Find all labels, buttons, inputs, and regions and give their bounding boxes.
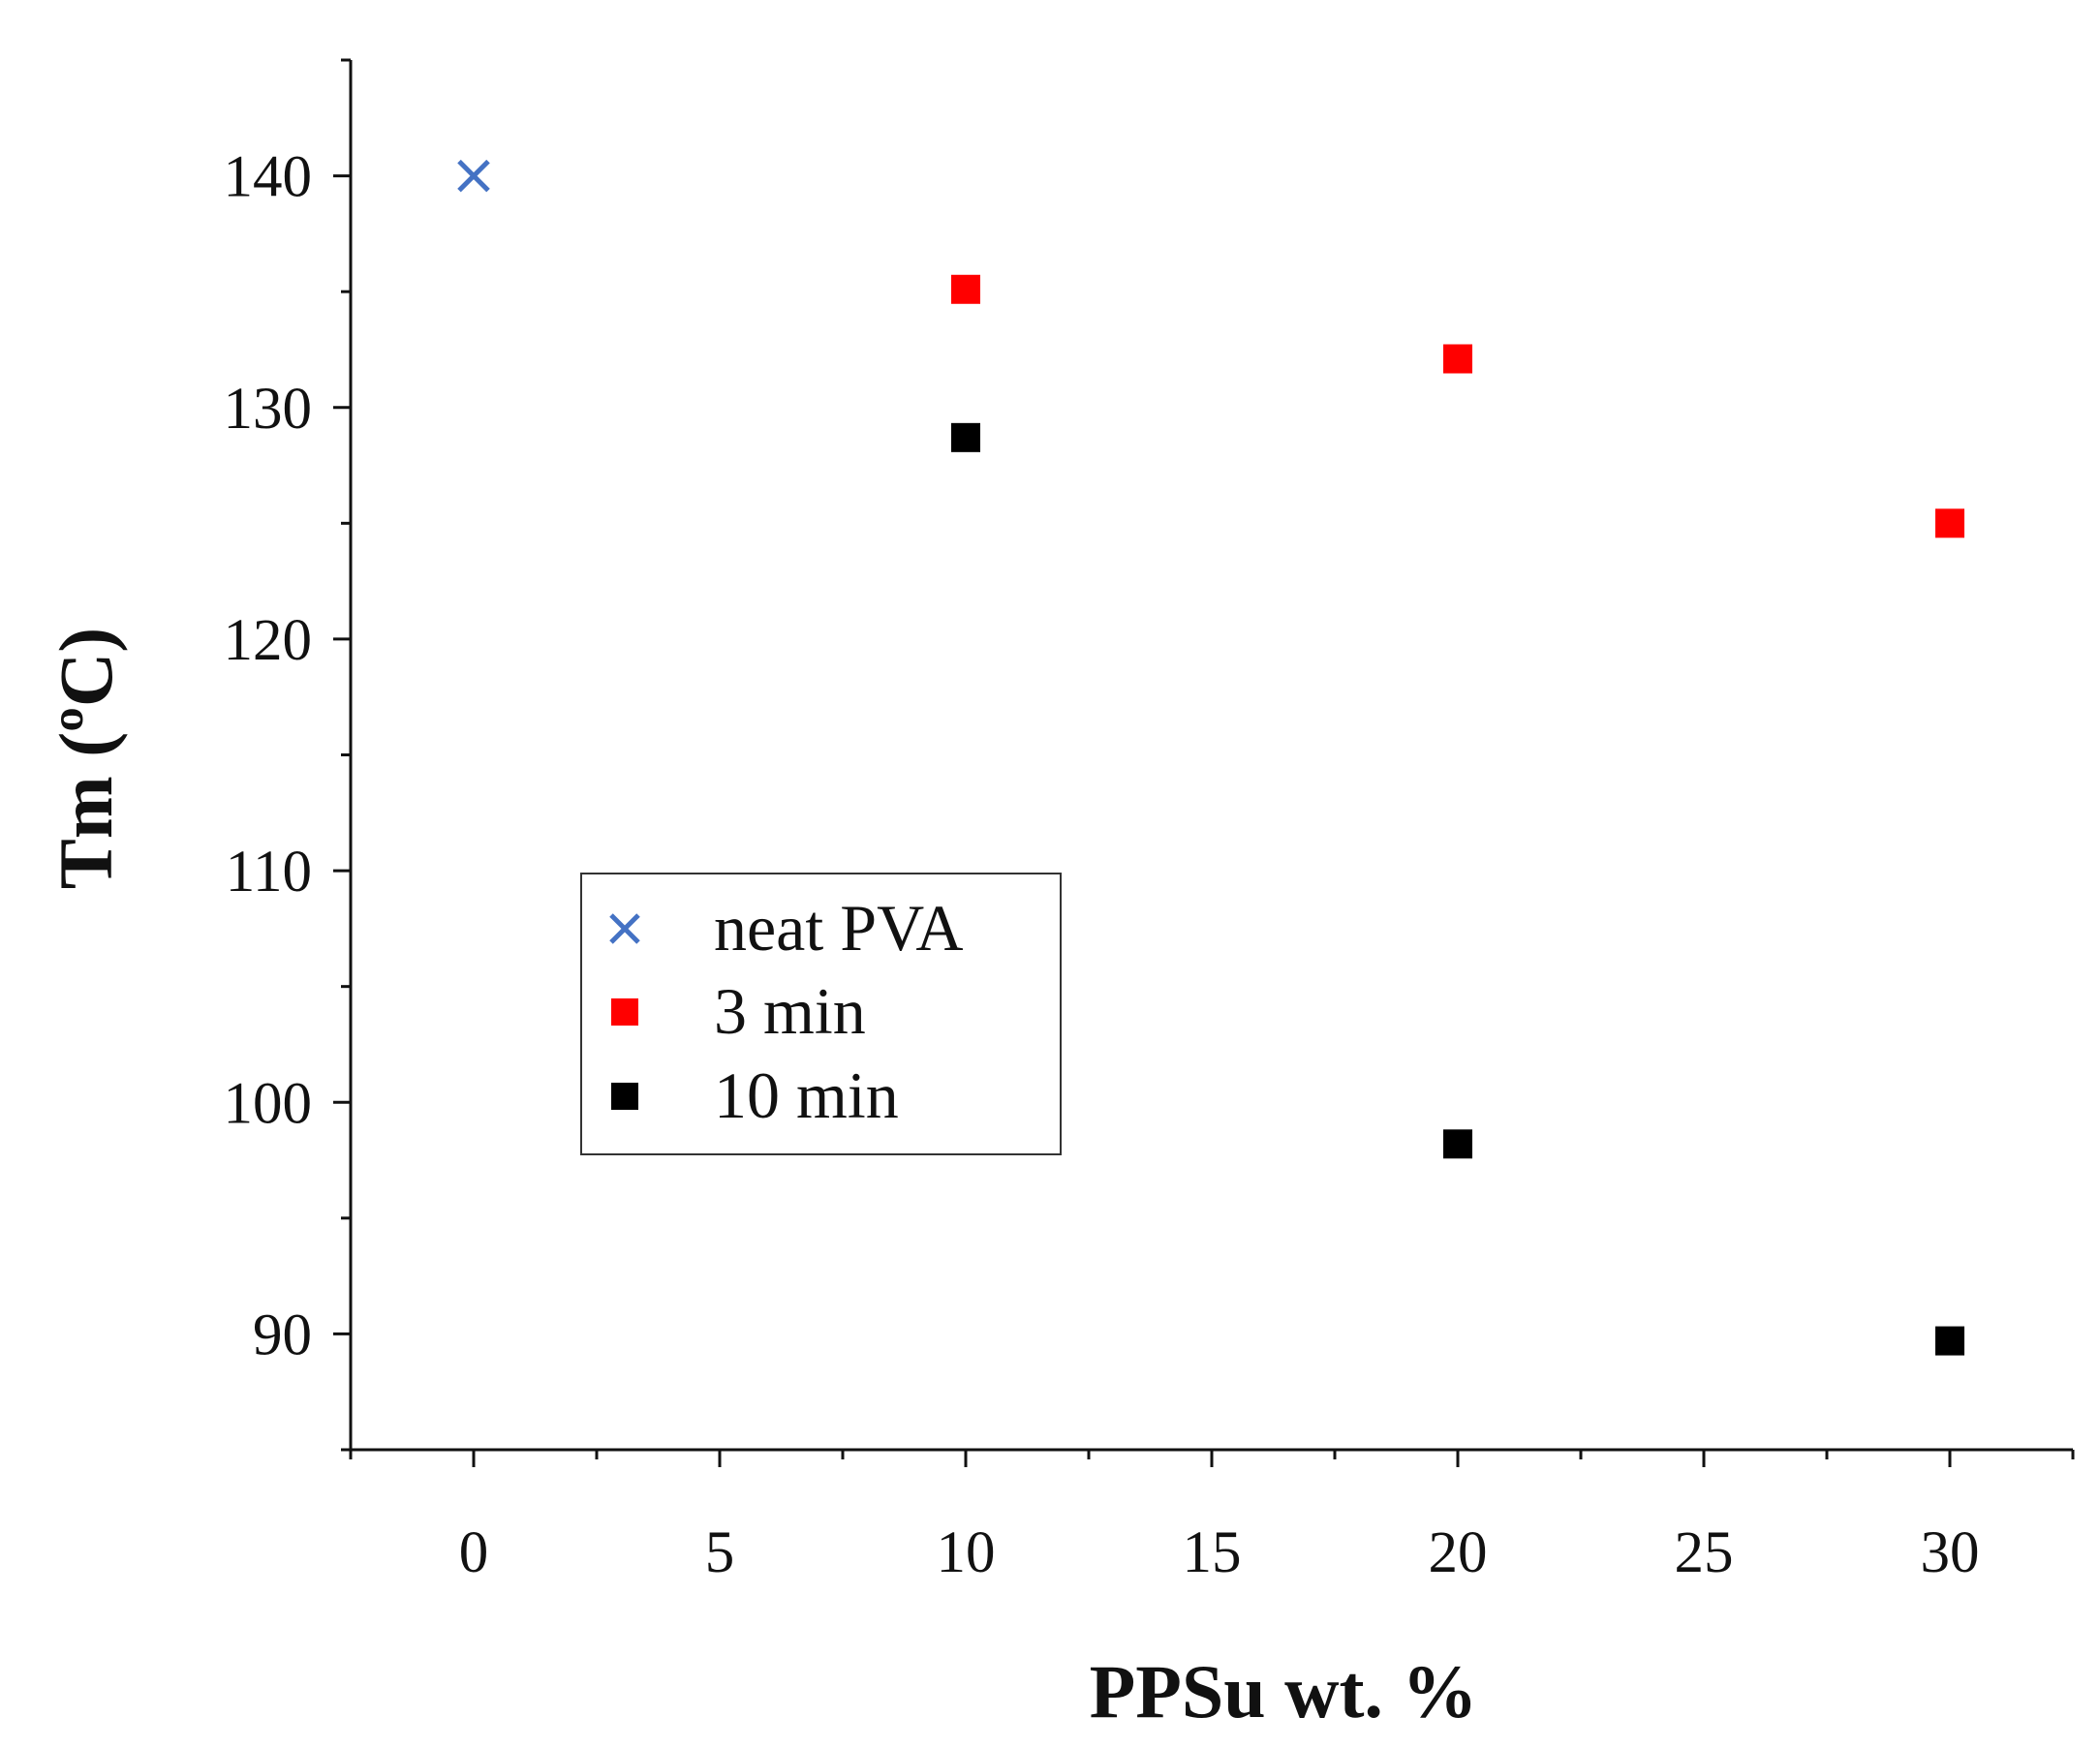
x-tick-label: 0 xyxy=(459,1520,489,1585)
x-tick-label: 30 xyxy=(1921,1520,1980,1585)
y-tick-label: 130 xyxy=(224,377,313,442)
data-point-square xyxy=(1443,344,1472,374)
legend-item-3-min: 3 min xyxy=(611,974,866,1048)
y-ticks: 90 100 110 120 130 140 xyxy=(224,58,351,1452)
x-tick-label: 5 xyxy=(705,1520,735,1585)
y-tick-label: 110 xyxy=(226,840,312,905)
y-tick-label: 90 xyxy=(253,1303,312,1367)
axes xyxy=(349,60,2073,1452)
cross-stroke xyxy=(457,159,490,193)
x-tick-label: 20 xyxy=(1429,1520,1488,1585)
data-points xyxy=(457,159,1964,1356)
data-point-square xyxy=(1443,1129,1472,1159)
legend-label: neat PVA xyxy=(714,891,964,965)
legend-box xyxy=(580,873,1062,1155)
y-tick-label: 120 xyxy=(224,608,313,673)
legend-label: 10 min xyxy=(714,1058,899,1132)
data-point-square xyxy=(951,422,980,452)
legend-label: 3 min xyxy=(714,974,866,1048)
x-tick-label: 25 xyxy=(1675,1520,1734,1585)
data-point-square xyxy=(1935,1326,1964,1356)
legend-marker-cross-icon xyxy=(609,913,640,944)
legend-item-10-min: 10 min xyxy=(611,1058,899,1132)
x-ticks: 0 5 10 15 20 25 30 xyxy=(349,1450,2075,1585)
y-tick-label: 140 xyxy=(224,145,313,210)
x-tick-label: 15 xyxy=(1183,1520,1242,1585)
data-point-square xyxy=(951,274,980,304)
legend-item-neat-pva: neat PVA xyxy=(609,891,964,965)
legend-marker-square-icon xyxy=(611,1083,638,1110)
data-point-square xyxy=(1935,508,1964,538)
legend: neat PVA 3 min 10 min xyxy=(580,873,1062,1155)
data-point-cross xyxy=(457,159,490,193)
y-axis-title: Tm (ºC) xyxy=(44,628,128,890)
y-tick-label: 100 xyxy=(224,1071,313,1136)
x-tick-label: 10 xyxy=(937,1520,996,1585)
legend-marker-square-icon xyxy=(611,998,638,1026)
x-axis-title: PPSu wt. % xyxy=(1090,1649,1478,1733)
